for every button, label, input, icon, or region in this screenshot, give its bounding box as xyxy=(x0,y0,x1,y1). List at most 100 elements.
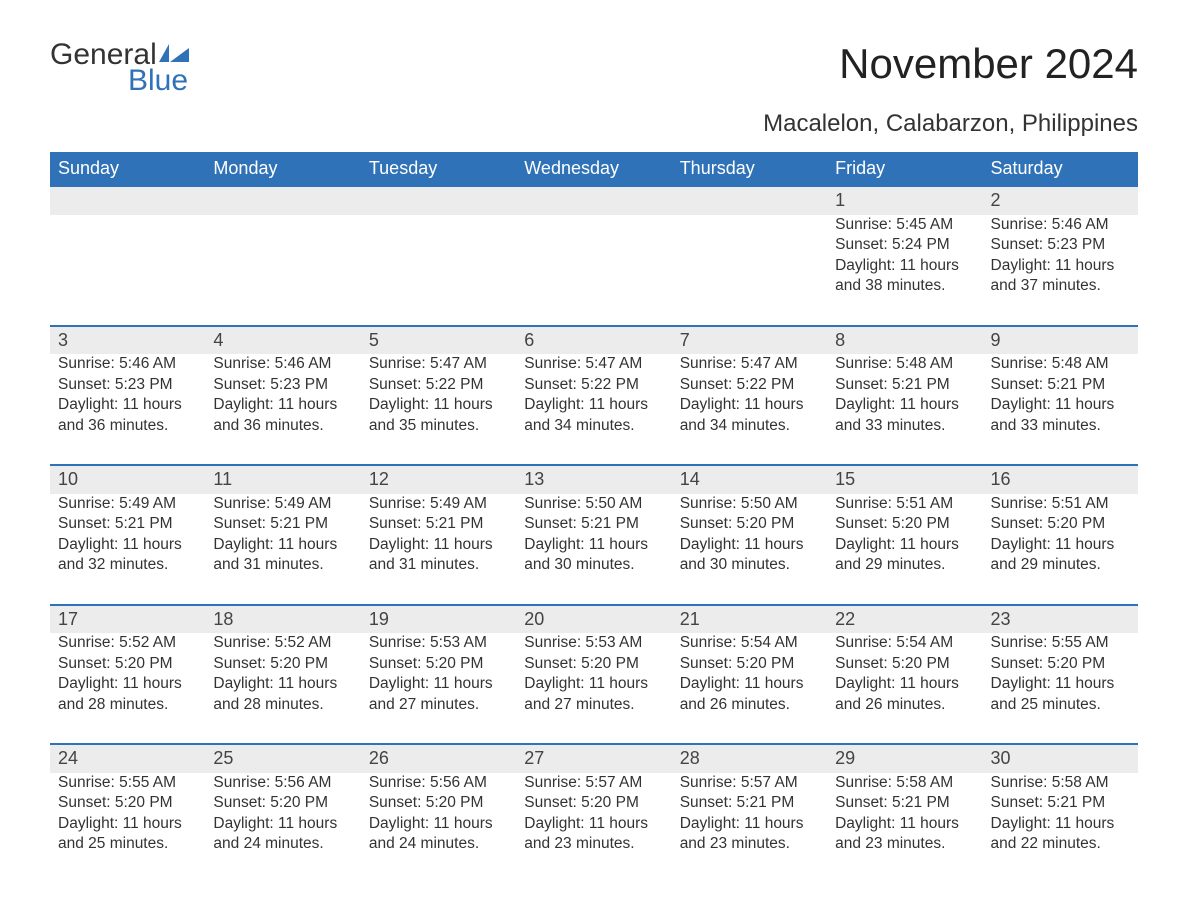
sunrise-line: Sunrise: 5:50 AM xyxy=(680,494,819,514)
sunset-line: Sunset: 5:21 PM xyxy=(524,514,663,534)
day-info-cell: Sunrise: 5:48 AMSunset: 5:21 PMDaylight:… xyxy=(983,354,1138,465)
daylight-line: Daylight: 11 hours and 31 minutes. xyxy=(213,535,352,576)
info-row: Sunrise: 5:46 AMSunset: 5:23 PMDaylight:… xyxy=(50,354,1138,465)
weekday-header: Friday xyxy=(827,152,982,186)
day-number-cell: 1 xyxy=(827,186,982,215)
day-number-cell: 16 xyxy=(983,465,1138,494)
day-number-cell xyxy=(672,186,827,215)
daynum-row: 17181920212223 xyxy=(50,605,1138,634)
sunrise-line: Sunrise: 5:48 AM xyxy=(835,354,974,374)
day-info-cell: Sunrise: 5:46 AMSunset: 5:23 PMDaylight:… xyxy=(205,354,360,465)
daylight-line: Daylight: 11 hours and 37 minutes. xyxy=(991,256,1130,297)
sunset-line: Sunset: 5:21 PM xyxy=(680,793,819,813)
weekday-row: SundayMondayTuesdayWednesdayThursdayFrid… xyxy=(50,152,1138,186)
info-row: Sunrise: 5:49 AMSunset: 5:21 PMDaylight:… xyxy=(50,494,1138,605)
day-info-cell: Sunrise: 5:56 AMSunset: 5:20 PMDaylight:… xyxy=(361,773,516,883)
daylight-line: Daylight: 11 hours and 34 minutes. xyxy=(680,395,819,436)
sunset-line: Sunset: 5:20 PM xyxy=(524,793,663,813)
daylight-line: Daylight: 11 hours and 38 minutes. xyxy=(835,256,974,297)
sunset-line: Sunset: 5:20 PM xyxy=(58,793,197,813)
day-number-cell: 14 xyxy=(672,465,827,494)
sunrise-line: Sunrise: 5:47 AM xyxy=(680,354,819,374)
logo: General Blue xyxy=(50,40,189,96)
day-number-cell: 2 xyxy=(983,186,1138,215)
sunrise-line: Sunrise: 5:53 AM xyxy=(524,633,663,653)
day-info-cell: Sunrise: 5:57 AMSunset: 5:21 PMDaylight:… xyxy=(672,773,827,883)
day-info-cell: Sunrise: 5:45 AMSunset: 5:24 PMDaylight:… xyxy=(827,215,982,326)
daylight-line: Daylight: 11 hours and 23 minutes. xyxy=(524,814,663,855)
daylight-line: Daylight: 11 hours and 24 minutes. xyxy=(213,814,352,855)
sunrise-line: Sunrise: 5:49 AM xyxy=(58,494,197,514)
day-number-cell: 5 xyxy=(361,326,516,355)
sunrise-line: Sunrise: 5:52 AM xyxy=(213,633,352,653)
day-info-cell: Sunrise: 5:47 AMSunset: 5:22 PMDaylight:… xyxy=(361,354,516,465)
sunrise-line: Sunrise: 5:51 AM xyxy=(835,494,974,514)
daylight-line: Daylight: 11 hours and 28 minutes. xyxy=(213,674,352,715)
day-number-cell: 4 xyxy=(205,326,360,355)
day-number-cell: 20 xyxy=(516,605,671,634)
day-info-cell xyxy=(516,215,671,326)
day-number-cell: 19 xyxy=(361,605,516,634)
sunset-line: Sunset: 5:21 PM xyxy=(213,514,352,534)
daylight-line: Daylight: 11 hours and 32 minutes. xyxy=(58,535,197,576)
day-number-cell: 8 xyxy=(827,326,982,355)
day-number-cell: 7 xyxy=(672,326,827,355)
header: General Blue November 2024 Macalelon, Ca… xyxy=(50,40,1138,148)
calendar-body: 12Sunrise: 5:45 AMSunset: 5:24 PMDayligh… xyxy=(50,186,1138,883)
day-number-cell xyxy=(516,186,671,215)
sunset-line: Sunset: 5:20 PM xyxy=(213,654,352,674)
sunset-line: Sunset: 5:23 PM xyxy=(991,235,1130,255)
daynum-row: 12 xyxy=(50,186,1138,215)
daylight-line: Daylight: 11 hours and 36 minutes. xyxy=(213,395,352,436)
day-number-cell: 30 xyxy=(983,744,1138,773)
day-info-cell: Sunrise: 5:54 AMSunset: 5:20 PMDaylight:… xyxy=(827,633,982,744)
sunset-line: Sunset: 5:23 PM xyxy=(213,375,352,395)
sunset-line: Sunset: 5:20 PM xyxy=(991,514,1130,534)
sunset-line: Sunset: 5:20 PM xyxy=(213,793,352,813)
weekday-header: Tuesday xyxy=(361,152,516,186)
sunrise-line: Sunrise: 5:53 AM xyxy=(369,633,508,653)
location: Macalelon, Calabarzon, Philippines xyxy=(763,110,1138,138)
day-info-cell: Sunrise: 5:49 AMSunset: 5:21 PMDaylight:… xyxy=(205,494,360,605)
day-number-cell: 9 xyxy=(983,326,1138,355)
sunrise-line: Sunrise: 5:58 AM xyxy=(835,773,974,793)
day-number-cell: 17 xyxy=(50,605,205,634)
info-row: Sunrise: 5:45 AMSunset: 5:24 PMDaylight:… xyxy=(50,215,1138,326)
day-number-cell: 3 xyxy=(50,326,205,355)
day-number-cell: 10 xyxy=(50,465,205,494)
day-number-cell: 26 xyxy=(361,744,516,773)
sunrise-line: Sunrise: 5:57 AM xyxy=(680,773,819,793)
day-info-cell: Sunrise: 5:48 AMSunset: 5:21 PMDaylight:… xyxy=(827,354,982,465)
sunset-line: Sunset: 5:20 PM xyxy=(524,654,663,674)
sunset-line: Sunset: 5:22 PM xyxy=(680,375,819,395)
weekday-header: Saturday xyxy=(983,152,1138,186)
sunrise-line: Sunrise: 5:54 AM xyxy=(835,633,974,653)
daynum-row: 3456789 xyxy=(50,326,1138,355)
sunrise-line: Sunrise: 5:46 AM xyxy=(991,215,1130,235)
sunset-line: Sunset: 5:24 PM xyxy=(835,235,974,255)
sunset-line: Sunset: 5:20 PM xyxy=(835,654,974,674)
sunset-line: Sunset: 5:21 PM xyxy=(835,793,974,813)
day-info-cell xyxy=(361,215,516,326)
daylight-line: Daylight: 11 hours and 27 minutes. xyxy=(369,674,508,715)
daylight-line: Daylight: 11 hours and 28 minutes. xyxy=(58,674,197,715)
sunrise-line: Sunrise: 5:55 AM xyxy=(991,633,1130,653)
sunrise-line: Sunrise: 5:46 AM xyxy=(213,354,352,374)
sunrise-line: Sunrise: 5:56 AM xyxy=(213,773,352,793)
sunrise-line: Sunrise: 5:47 AM xyxy=(524,354,663,374)
daylight-line: Daylight: 11 hours and 27 minutes. xyxy=(524,674,663,715)
day-info-cell: Sunrise: 5:51 AMSunset: 5:20 PMDaylight:… xyxy=(983,494,1138,605)
sunrise-line: Sunrise: 5:50 AM xyxy=(524,494,663,514)
daylight-line: Daylight: 11 hours and 23 minutes. xyxy=(680,814,819,855)
daylight-line: Daylight: 11 hours and 33 minutes. xyxy=(991,395,1130,436)
sunset-line: Sunset: 5:22 PM xyxy=(369,375,508,395)
daylight-line: Daylight: 11 hours and 25 minutes. xyxy=(58,814,197,855)
sunset-line: Sunset: 5:20 PM xyxy=(835,514,974,534)
sunrise-line: Sunrise: 5:47 AM xyxy=(369,354,508,374)
weekday-header: Thursday xyxy=(672,152,827,186)
day-info-cell: Sunrise: 5:53 AMSunset: 5:20 PMDaylight:… xyxy=(361,633,516,744)
sunset-line: Sunset: 5:20 PM xyxy=(680,514,819,534)
day-info-cell: Sunrise: 5:53 AMSunset: 5:20 PMDaylight:… xyxy=(516,633,671,744)
sunrise-line: Sunrise: 5:46 AM xyxy=(58,354,197,374)
day-info-cell: Sunrise: 5:58 AMSunset: 5:21 PMDaylight:… xyxy=(827,773,982,883)
